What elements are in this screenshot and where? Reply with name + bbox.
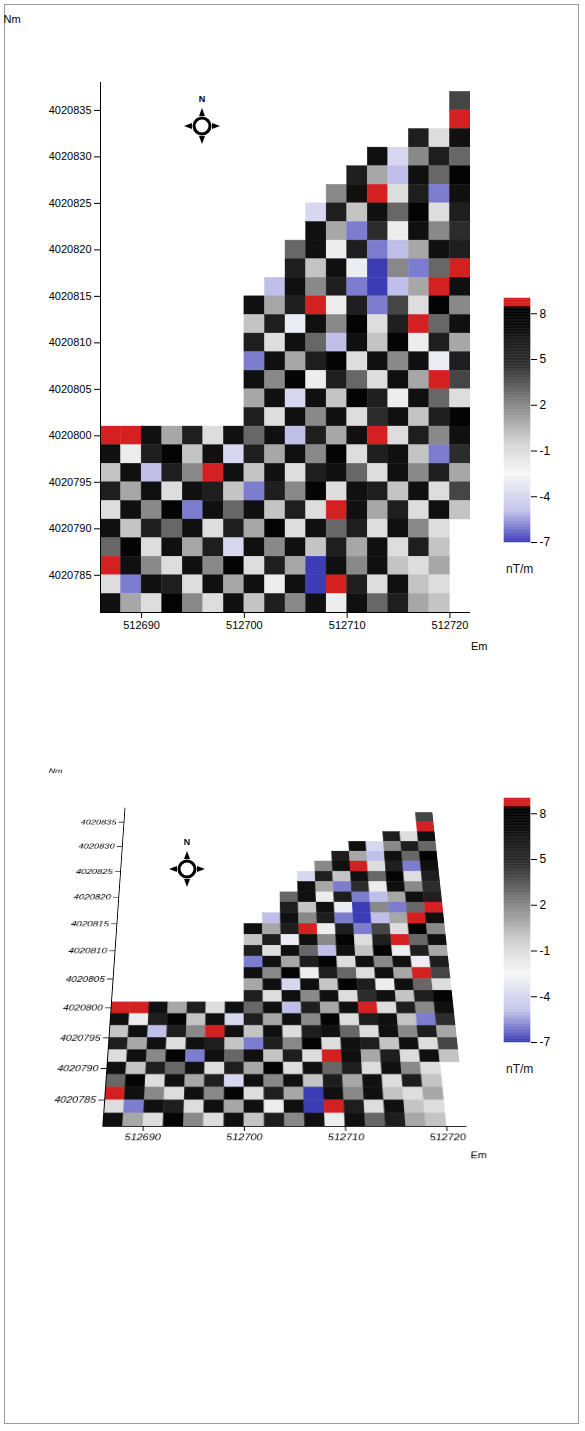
svg-text:512710: 512710 (329, 619, 366, 631)
svg-text:N: N (184, 837, 191, 847)
svg-text:4020795: 4020795 (49, 476, 92, 488)
svg-text:4020805: 4020805 (65, 975, 106, 984)
svg-text:4020820: 4020820 (49, 243, 92, 255)
svg-text:2: 2 (540, 898, 547, 912)
svg-text:5: 5 (540, 852, 547, 866)
svg-text:512700: 512700 (226, 1132, 263, 1142)
svg-text:4020800: 4020800 (63, 1003, 104, 1012)
svg-text:512690: 512690 (123, 619, 160, 631)
svg-text:4020805: 4020805 (49, 383, 92, 395)
svg-text:512690: 512690 (124, 1132, 162, 1142)
svg-text:Nm: Nm (4, 13, 21, 25)
svg-text:512700: 512700 (226, 619, 263, 631)
svg-text:4020810: 4020810 (49, 336, 92, 348)
svg-text:4020825: 4020825 (49, 197, 92, 209)
svg-text:4020835: 4020835 (49, 104, 92, 116)
svg-text:512720: 512720 (432, 619, 469, 631)
html-text:nT/m: nT/m (506, 1062, 534, 1076)
svg-text:512720: 512720 (429, 1132, 467, 1142)
svg-text:5: 5 (540, 352, 547, 366)
svg-text:4020815: 4020815 (49, 290, 92, 302)
svg-text:4020790: 4020790 (57, 1064, 100, 1073)
svg-text:-1: -1 (540, 444, 551, 458)
svg-text:4020785: 4020785 (54, 1095, 97, 1105)
svg-text:4020790: 4020790 (49, 522, 92, 534)
svg-text:8: 8 (540, 307, 547, 321)
svg-text:4020800: 4020800 (49, 429, 92, 441)
svg-text:4020830: 4020830 (78, 843, 116, 850)
svg-text:-4: -4 (540, 490, 551, 504)
svg-text:Nm: Nm (48, 768, 63, 775)
svg-text:4020815: 4020815 (71, 920, 110, 928)
svg-text:-1: -1 (540, 944, 551, 958)
svg-text:4020820: 4020820 (73, 893, 112, 901)
svg-text:8: 8 (540, 807, 547, 821)
svg-text:-4: -4 (540, 990, 551, 1004)
svg-text:4020795: 4020795 (60, 1033, 102, 1042)
svg-text:4020835: 4020835 (80, 819, 117, 826)
svg-text:-7: -7 (540, 535, 551, 549)
svg-text:Em: Em (470, 1150, 488, 1160)
svg-text:512710: 512710 (328, 1132, 366, 1142)
html-text:nT/m: nT/m (506, 562, 534, 576)
svg-text:2: 2 (540, 398, 547, 412)
svg-text:Em: Em (471, 640, 488, 652)
svg-text:N: N (199, 94, 206, 104)
svg-text:4020830: 4020830 (49, 150, 92, 162)
svg-text:4020785: 4020785 (49, 569, 92, 581)
svg-text:4020810: 4020810 (68, 947, 108, 955)
svg-text:4020825: 4020825 (76, 868, 114, 876)
svg-text:-7: -7 (540, 1035, 551, 1049)
